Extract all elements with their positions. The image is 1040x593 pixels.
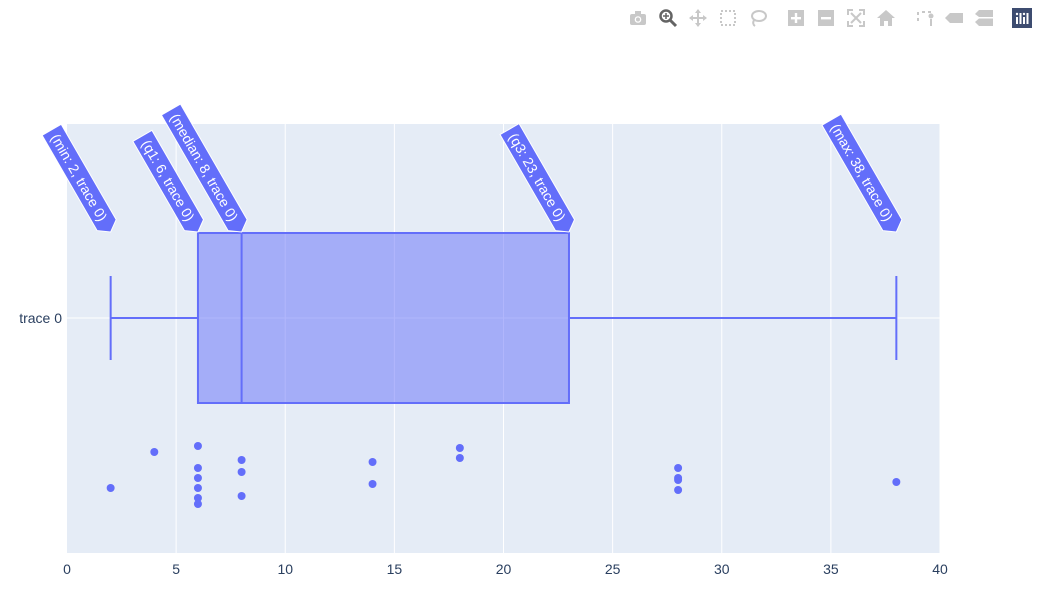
data-point[interactable] [674, 464, 683, 472]
box-select-icon [720, 10, 736, 26]
pan-button[interactable] [686, 6, 710, 30]
data-point[interactable] [368, 480, 377, 488]
x-tick-label: 5 [172, 561, 180, 577]
data-point[interactable] [674, 474, 683, 482]
data-point[interactable] [455, 454, 464, 462]
zoom-out-icon [818, 10, 834, 26]
home-button[interactable] [874, 6, 898, 30]
data-point[interactable] [193, 464, 202, 472]
data-point[interactable] [193, 474, 202, 482]
hover-label-box [821, 113, 903, 233]
x-axis-ticks: 0 5 10 15 20 25 30 35 40 [63, 561, 948, 577]
pan-icon [689, 9, 707, 27]
data-point[interactable] [368, 458, 377, 466]
spike-lines-button[interactable] [912, 6, 936, 30]
data-point[interactable] [674, 486, 683, 494]
plotly-logo-button[interactable] [1010, 6, 1034, 30]
hover-label-box [41, 123, 117, 233]
hover-closest-button[interactable] [942, 6, 966, 30]
zoom-out-button[interactable] [814, 6, 838, 30]
box-trace [109, 232, 898, 404]
x-tick-label: 20 [496, 561, 512, 577]
zoom-icon [659, 9, 678, 28]
zoom-button[interactable] [656, 6, 680, 30]
data-point[interactable] [193, 442, 202, 450]
camera-button[interactable] [626, 6, 650, 30]
data-point[interactable] [455, 444, 464, 452]
data-point[interactable] [193, 484, 202, 492]
hover-closest-icon [945, 13, 963, 23]
lasso-select-icon [751, 10, 767, 27]
hover-label-box [132, 129, 205, 233]
lasso-select-button[interactable] [746, 6, 770, 30]
hover-compare-icon [975, 10, 993, 26]
autoscale-button[interactable] [844, 6, 868, 30]
x-tick-label: 30 [714, 561, 730, 577]
x-tick-label: 40 [932, 561, 948, 577]
zoom-in-icon [788, 10, 804, 26]
data-point[interactable] [237, 468, 246, 476]
camera-icon [630, 11, 646, 25]
hover-label-box [160, 103, 248, 233]
x-tick-label: 35 [823, 561, 839, 577]
y-axis-ticks: trace 0 [19, 310, 62, 326]
data-points [106, 442, 901, 508]
data-point[interactable] [106, 484, 115, 492]
data-point[interactable] [892, 478, 901, 486]
zoom-in-button[interactable] [784, 6, 808, 30]
data-point[interactable] [193, 500, 202, 508]
data-point[interactable] [150, 448, 159, 456]
autoscale-icon [847, 9, 865, 27]
data-point[interactable] [193, 494, 202, 502]
x-tick-label: 25 [605, 561, 621, 577]
x-tick-label: 15 [387, 561, 403, 577]
plotly-logo-icon [1012, 8, 1032, 28]
spike-lines-icon [917, 11, 934, 26]
home-icon [877, 10, 895, 26]
data-point[interactable] [237, 456, 246, 464]
box-select-button[interactable] [716, 6, 740, 30]
hover-label-box [499, 122, 576, 233]
hover-compare-button[interactable] [972, 6, 996, 30]
x-tick-label: 0 [63, 561, 71, 577]
data-point[interactable] [237, 492, 246, 500]
y-tick-label: trace 0 [19, 310, 62, 326]
x-tick-label: 10 [277, 561, 293, 577]
modebar [626, 6, 1034, 30]
interquartile-box[interactable] [196, 232, 570, 404]
